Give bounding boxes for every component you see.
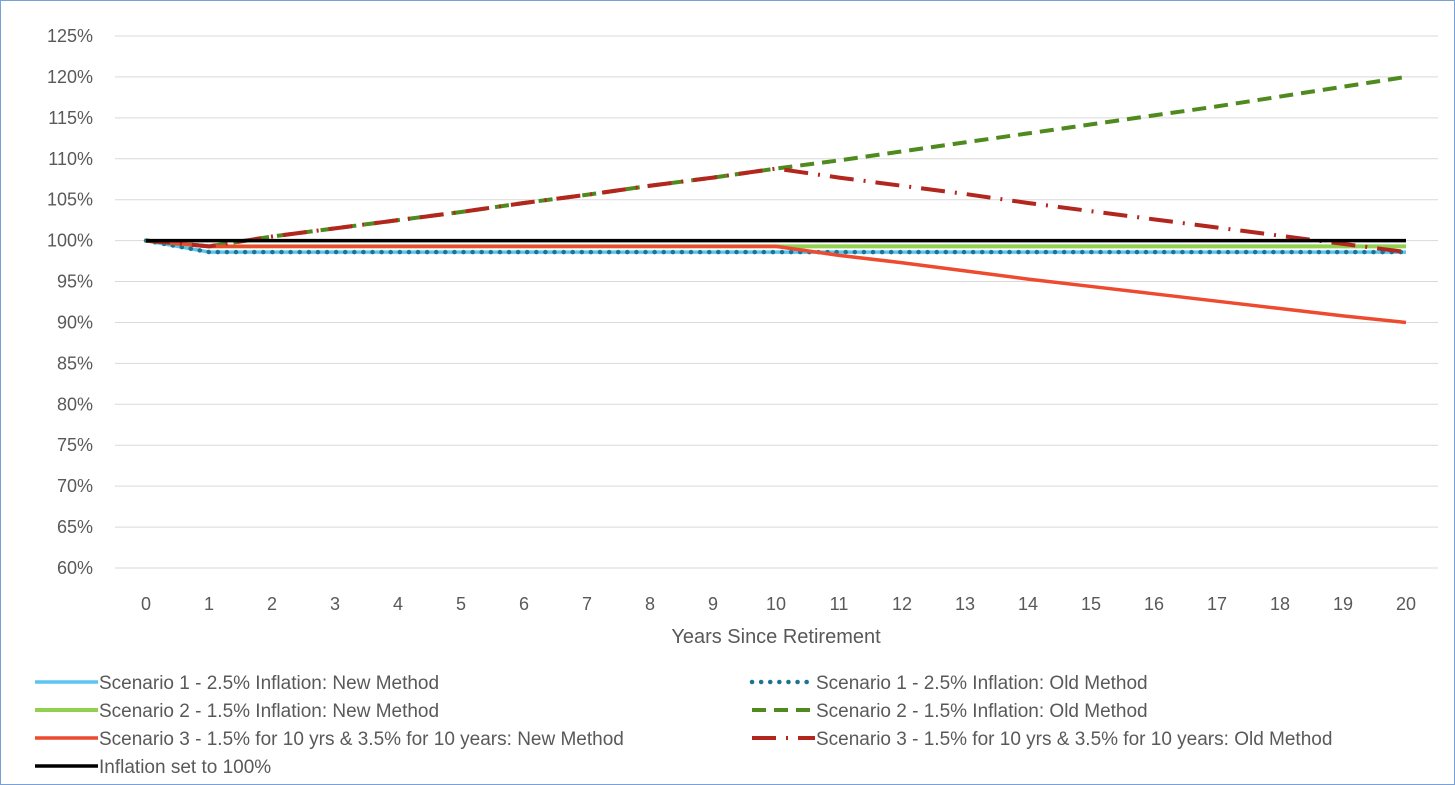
legend-label-s3-new: Scenario 3 - 1.5% for 10 yrs & 3.5% for … xyxy=(99,729,624,750)
legend: Scenario 1 - 2.5% Inflation: New Method S… xyxy=(35,673,1332,778)
series-line-s1-old xyxy=(143,238,1409,255)
y-tick-label: 115% xyxy=(48,108,93,128)
x-tick-label: 13 xyxy=(955,594,975,614)
x-axis-title: Years Since Retirement xyxy=(671,626,881,648)
y-tick-label: 110% xyxy=(48,149,93,169)
y-tick-label: 120% xyxy=(47,67,93,87)
y-tick-label: 95% xyxy=(57,272,93,292)
gridlines xyxy=(115,35,1438,569)
x-tick-label: 0 xyxy=(141,594,151,614)
legend-label-s2-old: Scenario 2 - 1.5% Inflation: Old Method xyxy=(816,701,1148,722)
legend-label-s1-old: Scenario 1 - 2.5% Inflation: Old Method xyxy=(816,673,1148,694)
series-line-s3-old xyxy=(145,166,1407,255)
series-lines xyxy=(143,74,1409,325)
x-tick-label: 3 xyxy=(330,594,340,614)
legend-label-s2-new: Scenario 2 - 1.5% Inflation: New Method xyxy=(99,701,439,722)
legend-label-inflation-100: Inflation set to 100% xyxy=(99,757,271,778)
series-line-s2-old xyxy=(145,74,1407,249)
x-tick-label: 5 xyxy=(456,594,466,614)
y-tick-label: 125% xyxy=(47,26,93,46)
x-tick-label: 6 xyxy=(519,594,529,614)
x-tick-label: 2 xyxy=(267,594,277,614)
x-tick-label: 20 xyxy=(1396,594,1416,614)
x-tick-label: 19 xyxy=(1333,594,1353,614)
x-tick-label: 17 xyxy=(1207,594,1227,614)
x-tick-label: 11 xyxy=(830,594,849,614)
series-line-s3-new xyxy=(145,238,1407,325)
legend-label-s1-new: Scenario 1 - 2.5% Inflation: New Method xyxy=(99,673,439,694)
legend-label-s3-old: Scenario 3 - 1.5% for 10 yrs & 3.5% for … xyxy=(816,729,1332,750)
x-tick-label: 18 xyxy=(1270,594,1290,614)
x-tick-label: 14 xyxy=(1018,594,1038,614)
x-tick-label: 10 xyxy=(766,594,786,614)
y-tick-label: 100% xyxy=(47,231,93,251)
y-tick-label: 70% xyxy=(57,476,93,496)
x-tick-label: 7 xyxy=(582,594,592,614)
y-tick-label: 85% xyxy=(57,353,93,373)
y-tick-label: 80% xyxy=(57,394,93,414)
y-tick-label: 105% xyxy=(47,190,93,210)
x-axis-ticks: 0 1 2 3 4 5 6 7 8 9 10 11 12 13 14 15 16 17 18 19 20 xyxy=(141,594,1416,614)
x-tick-label: 9 xyxy=(708,594,718,614)
y-axis-ticks: 60% 65% 70% 75% 80% 85% 90% 95% 100% 105% 110% 115%… xyxy=(47,26,93,578)
y-tick-label: 75% xyxy=(57,435,93,455)
y-tick-label: 65% xyxy=(57,517,93,537)
x-tick-label: 1 xyxy=(204,594,214,614)
x-tick-label: 4 xyxy=(393,594,403,614)
x-tick-label: 16 xyxy=(1144,594,1164,614)
x-tick-label: 12 xyxy=(892,594,912,614)
x-tick-label: 15 xyxy=(1081,594,1101,614)
y-tick-label: 60% xyxy=(57,558,93,578)
x-tick-label: 8 xyxy=(645,594,655,614)
y-tick-label: 90% xyxy=(57,312,93,332)
